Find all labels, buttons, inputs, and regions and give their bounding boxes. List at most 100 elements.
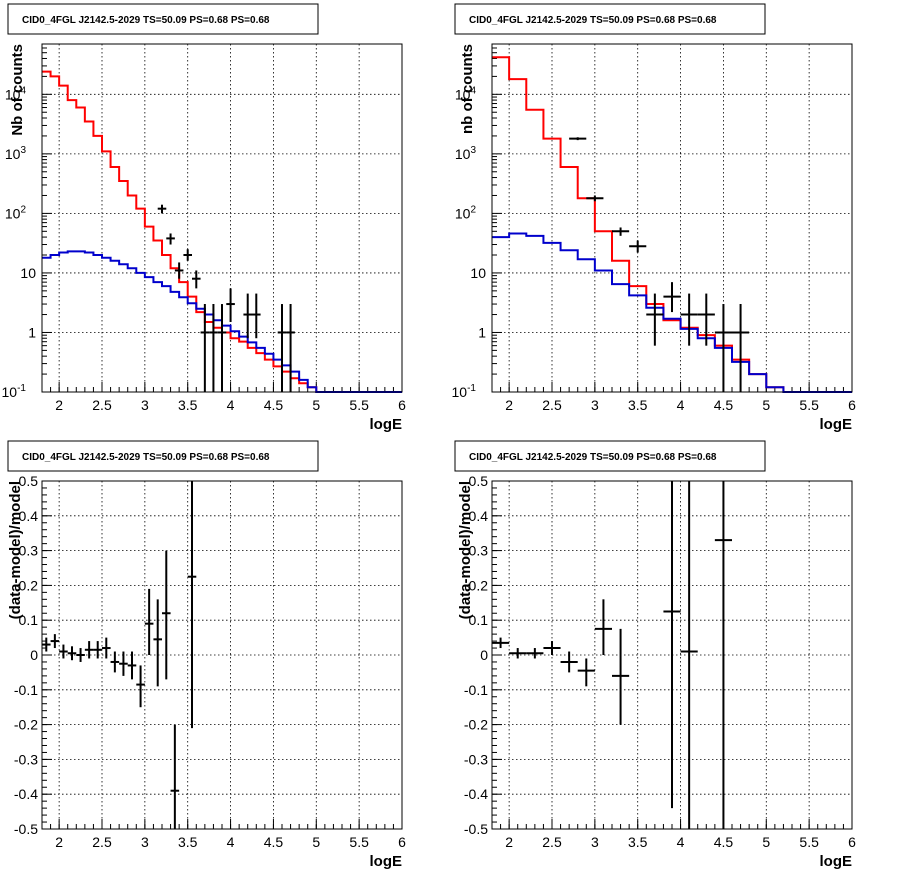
y-tick-label: 1 <box>478 324 486 340</box>
x-tick-label: 4 <box>227 834 235 850</box>
data-point <box>543 641 561 655</box>
chart-panel-1: CID0_4FGL J2142.5-2029 TS=50.09 PS=0.68 … <box>2 3 406 433</box>
x-tick-label: 5 <box>762 834 770 850</box>
x-tick-label: 5.5 <box>799 834 819 850</box>
y-tick-label: -0.3 <box>464 751 488 767</box>
data-point <box>612 227 630 236</box>
y-tick-label: -0.4 <box>14 786 38 802</box>
data-point <box>67 646 77 661</box>
data-point <box>76 648 85 662</box>
y-axis-title: (data-model)/model <box>7 481 24 619</box>
data-point <box>526 648 544 659</box>
x-tick-label: 5 <box>312 397 320 413</box>
data-point <box>252 293 261 339</box>
y-tick-label: 103 <box>5 145 27 162</box>
data-point <box>277 304 287 392</box>
y-tick-label: 102 <box>455 204 477 221</box>
x-axis-title: logE <box>370 416 403 433</box>
x-tick-label: 5.5 <box>349 397 369 413</box>
y-tick-label: -0.3 <box>14 751 38 767</box>
x-tick-label: 5.5 <box>349 834 369 850</box>
data-point <box>697 293 715 346</box>
data-point <box>170 724 180 829</box>
y-tick-label: 0.4 <box>469 508 489 524</box>
chart-title-box: CID0_4FGL J2142.5-2029 TS=50.09 PS=0.68 … <box>7 3 319 35</box>
x-tick-label: 3 <box>591 397 599 413</box>
y-tick-label: 1 <box>28 324 36 340</box>
chart-title-box: CID0_4FGL J2142.5-2029 TS=50.09 PS=0.68 … <box>7 440 319 472</box>
y-tick-label: -0.1 <box>464 682 488 698</box>
x-tick-label: 3.5 <box>628 397 648 413</box>
source-model-line <box>492 232 852 393</box>
x-tick-label: 3.5 <box>178 834 198 850</box>
x-tick-label: 3 <box>141 397 149 413</box>
data-point <box>509 648 527 659</box>
x-tick-label: 2 <box>55 397 63 413</box>
y-tick-label: 0.4 <box>19 508 39 524</box>
data-point <box>187 481 197 729</box>
y-tick-label: 0 <box>480 647 488 663</box>
chart-title: CID0_4FGL J2142.5-2029 TS=50.09 PS=0.68 … <box>22 15 270 26</box>
y-tick-label: 0.1 <box>469 612 489 628</box>
data-point <box>42 637 51 652</box>
y-tick-label: 0.1 <box>19 612 39 628</box>
data-point <box>646 293 664 346</box>
data-point <box>243 293 252 339</box>
x-tick-label: 4.5 <box>264 397 284 413</box>
x-tick-label: 6 <box>848 397 856 413</box>
y-tick-label: -0.2 <box>464 717 488 733</box>
x-tick-label: 3.5 <box>178 397 198 413</box>
x-tick-label: 2 <box>505 834 513 850</box>
y-tick-label: -0.5 <box>464 821 488 837</box>
y-tick-label: -0.4 <box>464 786 488 802</box>
x-tick-label: 4.5 <box>714 834 734 850</box>
chart-panel-2: CID0_4FGL J2142.5-2029 TS=50.09 PS=0.68 … <box>452 3 856 433</box>
data-point <box>569 137 587 141</box>
data-point <box>492 637 510 649</box>
data-point <box>680 293 698 346</box>
data-point <box>183 249 192 261</box>
chart-title-box: CID0_4FGL J2142.5-2029 TS=50.09 PS=0.68 … <box>454 440 766 472</box>
data-point <box>102 637 111 659</box>
y-tick-label: 0.2 <box>19 577 39 593</box>
y-tick-label: 10 <box>470 265 486 281</box>
chart-title: CID0_4FGL J2142.5-2029 TS=50.09 PS=0.68 … <box>469 452 717 463</box>
x-axis-title: logE <box>820 853 853 870</box>
x-tick-label: 2.5 <box>542 834 562 850</box>
y-tick-label: 0.5 <box>469 473 489 489</box>
y-tick-label: -0.1 <box>14 682 38 698</box>
data-point <box>93 641 102 659</box>
data-point <box>612 628 630 725</box>
data-point <box>162 550 171 680</box>
data-point <box>714 304 732 392</box>
y-tick-label: 10-1 <box>2 383 27 400</box>
data-point <box>144 588 154 655</box>
x-tick-label: 4.5 <box>264 834 284 850</box>
x-tick-label: 4.5 <box>714 397 734 413</box>
data-point <box>153 599 162 687</box>
y-tick-label: 0.5 <box>19 473 39 489</box>
chart-title: CID0_4FGL J2142.5-2029 TS=50.09 PS=0.68 … <box>22 452 270 463</box>
x-tick-label: 5.5 <box>799 397 819 413</box>
y-tick-label: 10 <box>20 265 36 281</box>
data-point <box>59 644 68 659</box>
y-tick-label: -0.2 <box>14 717 38 733</box>
data-point <box>200 304 210 392</box>
data-point <box>217 304 227 392</box>
plot-frame <box>41 480 403 830</box>
plot-frame <box>491 480 853 830</box>
data-point <box>192 270 201 289</box>
x-tick-label: 2.5 <box>542 397 562 413</box>
y-axis-title: Nb of counts <box>9 44 26 136</box>
data-point <box>110 651 120 673</box>
data-point <box>732 304 750 392</box>
data-point <box>119 651 128 676</box>
chart-title: CID0_4FGL J2142.5-2029 TS=50.09 PS=0.68 … <box>469 15 717 26</box>
chart-panel-3: CID0_4FGL J2142.5-2029 TS=50.09 PS=0.68 … <box>7 440 406 870</box>
data-point <box>226 288 235 322</box>
y-tick-label: 103 <box>455 145 477 162</box>
data-point <box>157 204 167 214</box>
x-tick-label: 4 <box>227 397 235 413</box>
x-tick-label: 2.5 <box>92 834 112 850</box>
